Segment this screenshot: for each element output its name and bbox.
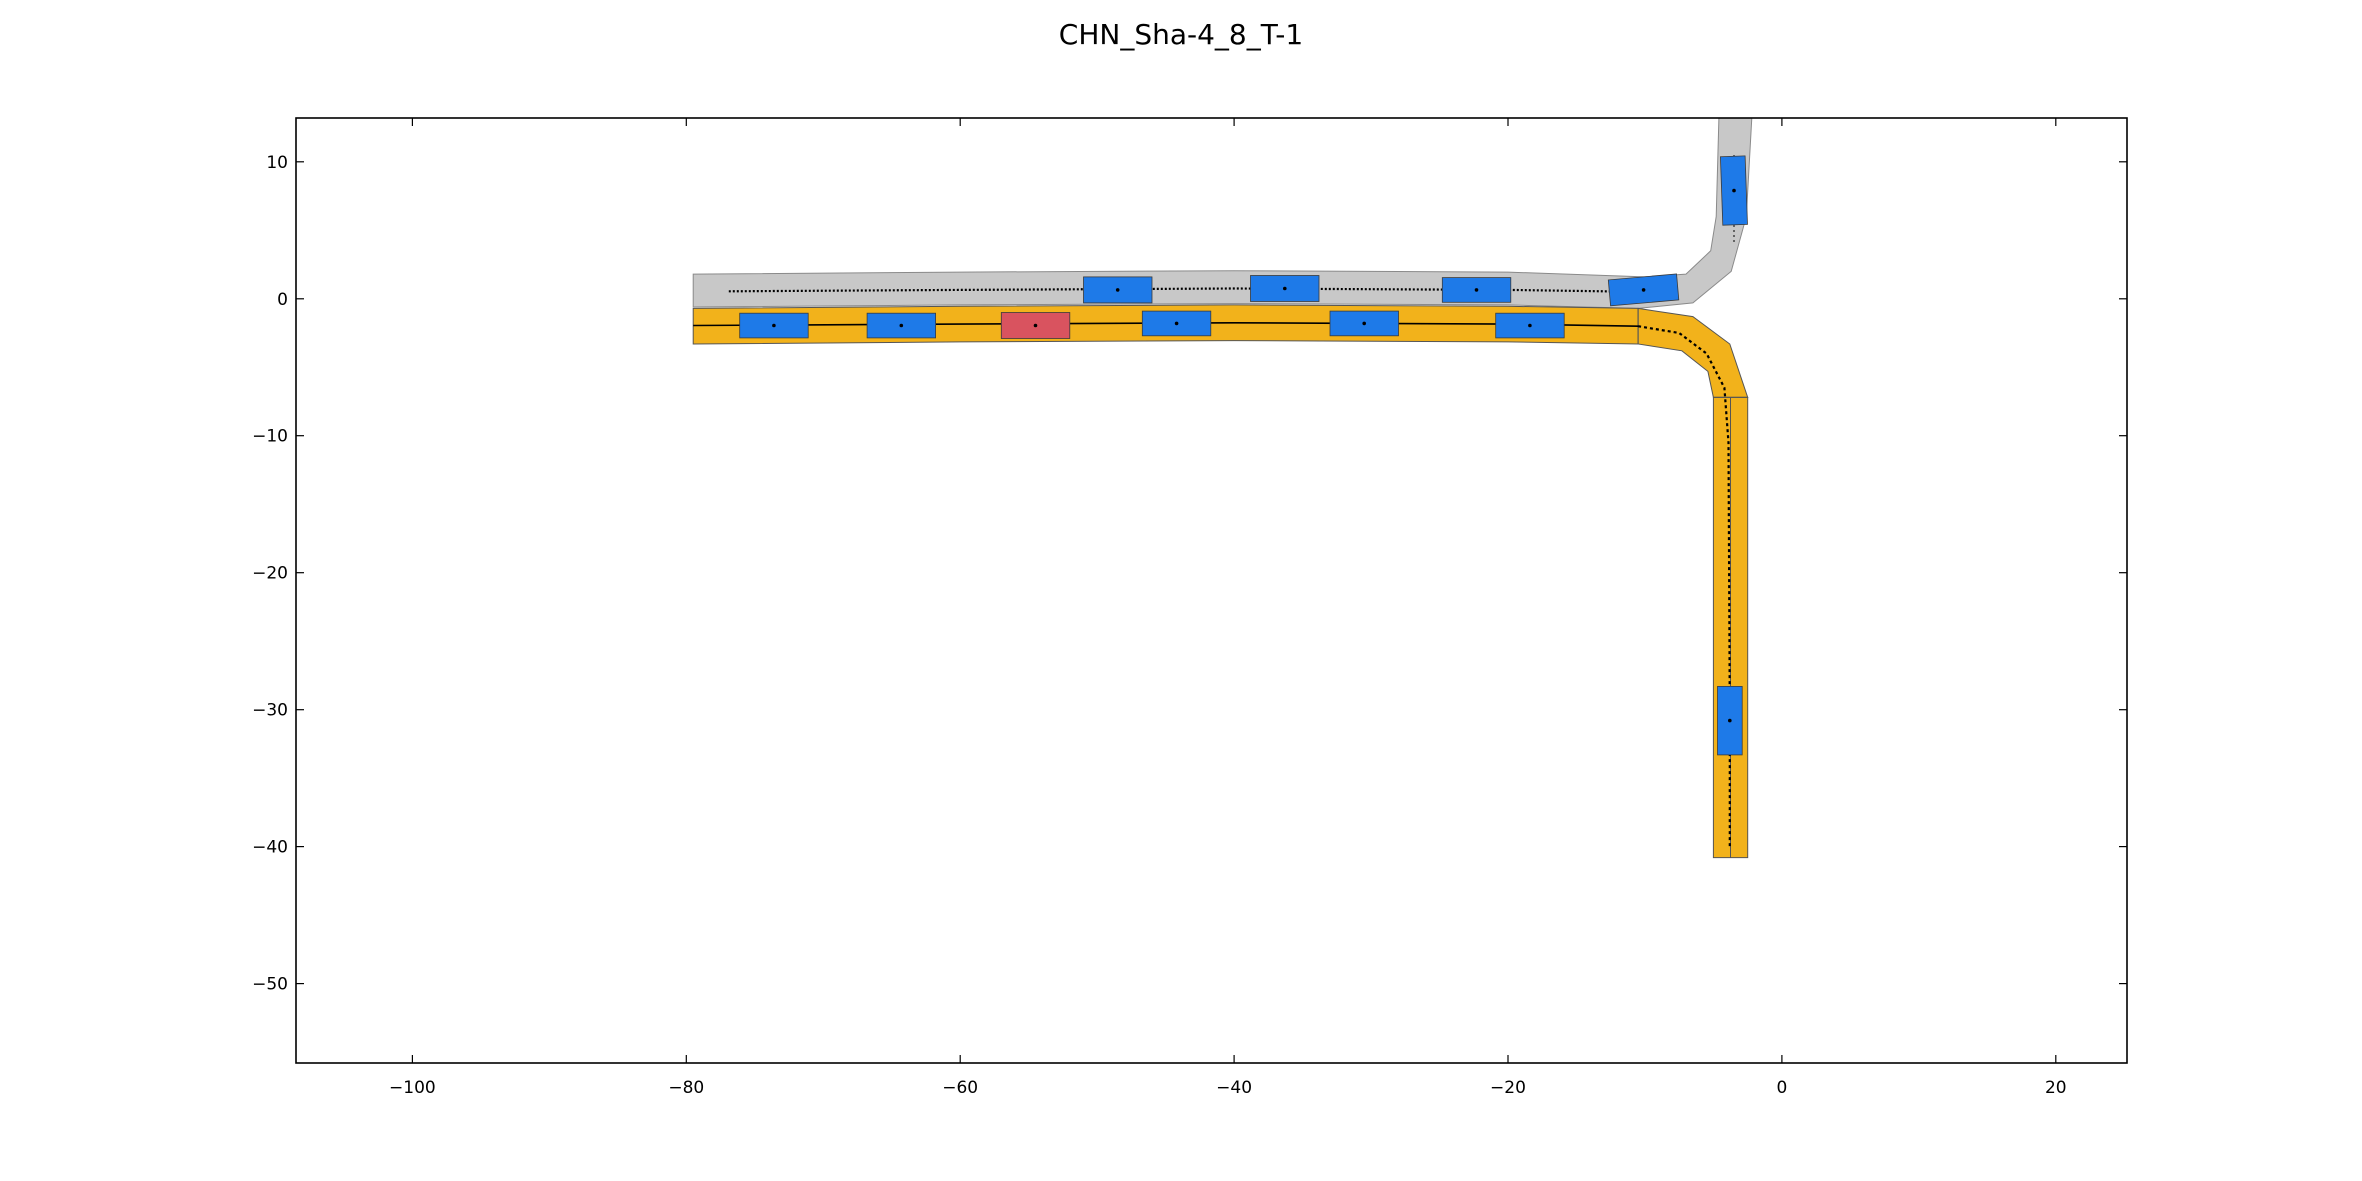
x-tick-label: −40 <box>1216 1078 1252 1098</box>
vehicle-center-12 <box>1728 718 1732 723</box>
ego-vehicle-center <box>1033 323 1038 328</box>
y-tick-label: −10 <box>252 427 288 447</box>
y-tick-label: −30 <box>252 701 288 721</box>
lanes-layer <box>692 118 1753 859</box>
axes-frame <box>295 117 2128 1064</box>
trajectories-layer <box>693 155 1735 847</box>
x-tick-label: 0 <box>1776 1078 1787 1098</box>
vehicle-center-9 <box>1474 288 1479 292</box>
chart-title: CHN_Sha-4_8_T-1 <box>1058 18 1304 51</box>
vehicle-center-1 <box>772 323 776 328</box>
vehicle-center-4 <box>1174 321 1179 326</box>
x-tick-label: −20 <box>1490 1078 1526 1098</box>
ticks-layer: −100 −80 −60 −40 −20 0 20 10 0 −10 −20 −30 −40 −50 <box>252 118 2127 1098</box>
lane-westbound-north <box>692 118 1753 309</box>
y-tick-label: −40 <box>252 838 288 858</box>
vehicles-layer <box>739 155 1748 756</box>
lane-planned-turn <box>1637 307 1749 398</box>
vehicle-center-7 <box>1115 288 1120 292</box>
vehicle-center-6 <box>1528 323 1532 328</box>
y-tick-label: −50 <box>252 975 288 995</box>
x-tick-label: 20 <box>2045 1078 2067 1098</box>
y-tick-label: 0 <box>277 290 288 310</box>
vehicle-center-2 <box>899 323 904 328</box>
vehicle-center-8 <box>1283 286 1287 291</box>
y-tick-label: −20 <box>252 564 288 584</box>
vehicle-center-10 <box>1641 288 1646 292</box>
y-tick-label: 10 <box>266 153 288 173</box>
x-tick-label: −60 <box>942 1078 978 1098</box>
x-tick-label: −80 <box>668 1078 704 1098</box>
x-tick-label: −100 <box>389 1078 436 1098</box>
vehicle-center-11 <box>1732 188 1736 193</box>
vehicle-5 <box>1329 310 1399 337</box>
trajectory-turn <box>1637 325 1731 847</box>
vehicle-center-5 <box>1362 321 1366 326</box>
trajectory-upper <box>728 287 1666 294</box>
